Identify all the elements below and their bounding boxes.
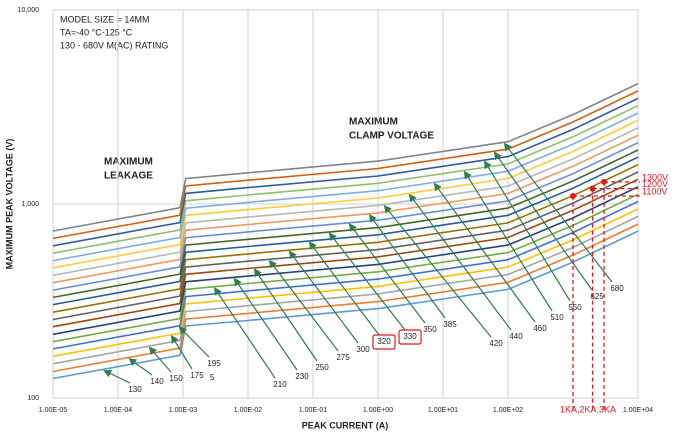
arrow bbox=[170, 334, 193, 370]
marker-x-label: 1KA,2KA,3KA bbox=[560, 404, 616, 414]
series-line bbox=[52, 82, 639, 232]
marker-point bbox=[601, 178, 608, 185]
series-line bbox=[52, 112, 639, 262]
series-label: 210 bbox=[273, 380, 287, 389]
series-line bbox=[52, 200, 639, 350]
label-box bbox=[372, 334, 396, 350]
arrow bbox=[493, 151, 593, 291]
annotation: LEAKAGE bbox=[104, 171, 153, 182]
x-tick-label: 1.00E+01 bbox=[428, 407, 458, 414]
arrow bbox=[103, 370, 131, 384]
info-line: 130 - 680V M(AC) RATING bbox=[60, 40, 168, 50]
series-label: 140 bbox=[150, 377, 164, 386]
annotation: CLAMP VOLTAGE bbox=[349, 131, 434, 142]
x-tick-label: 1.00E-04 bbox=[104, 407, 133, 414]
arrow bbox=[348, 223, 426, 324]
marker-point bbox=[570, 192, 576, 199]
arrow bbox=[503, 142, 613, 283]
series-line bbox=[52, 127, 639, 277]
series-line bbox=[52, 119, 639, 269]
marker-label: 1300V bbox=[642, 172, 668, 182]
arrow bbox=[288, 250, 359, 344]
y-tick-label: 100 bbox=[27, 395, 39, 402]
series-label: 385 bbox=[443, 320, 457, 329]
x-tick-label: 1.00E-03 bbox=[169, 407, 198, 414]
info-line: TA=-40 °C-125 °C bbox=[60, 27, 133, 37]
series-label: 175 bbox=[190, 371, 204, 380]
series-label: 250 bbox=[315, 363, 329, 372]
series-line bbox=[52, 90, 639, 240]
annotation: MAXIMUM bbox=[104, 157, 153, 168]
series-label: 130 bbox=[128, 385, 142, 394]
series-line bbox=[52, 134, 639, 284]
series-line bbox=[52, 223, 639, 373]
annotation: 5 bbox=[210, 373, 215, 382]
series-line bbox=[52, 104, 639, 254]
marker-label: 1100V bbox=[642, 186, 667, 196]
arrow bbox=[213, 286, 276, 379]
marker-label: 1200V bbox=[642, 179, 668, 189]
x-tick-label: 1.00E-01 bbox=[299, 407, 328, 414]
arrow bbox=[483, 160, 571, 302]
series-line bbox=[52, 149, 639, 299]
series-line bbox=[52, 193, 639, 343]
series-label: 195 bbox=[207, 359, 221, 368]
arrow bbox=[383, 204, 492, 338]
series-label: 680 bbox=[610, 284, 624, 293]
annotation: MAXIMUM bbox=[349, 117, 398, 128]
series-label: 320 bbox=[377, 337, 391, 346]
x-axis-title: PEAK CURRENT (A) bbox=[302, 420, 389, 430]
arrow bbox=[268, 259, 339, 352]
arrow bbox=[128, 358, 153, 376]
series-label: 275 bbox=[336, 353, 350, 362]
series-label: 150 bbox=[169, 374, 183, 383]
x-tick-label: 1.00E+00 bbox=[363, 407, 393, 414]
arrow bbox=[328, 232, 406, 331]
series-line bbox=[52, 97, 639, 247]
x-tick-label: 1.00E-05 bbox=[39, 407, 68, 414]
series-line bbox=[52, 186, 639, 336]
series-label: 330 bbox=[403, 332, 417, 341]
series-label: 420 bbox=[489, 339, 503, 348]
arrow bbox=[433, 182, 536, 323]
series-line bbox=[52, 178, 639, 328]
series-line bbox=[52, 215, 639, 365]
x-tick-label: 1.00E-02 bbox=[234, 407, 263, 414]
arrow bbox=[408, 193, 512, 331]
arrow bbox=[178, 326, 210, 358]
series-line bbox=[52, 171, 639, 321]
series-label: 460 bbox=[533, 324, 547, 333]
arrow bbox=[233, 277, 298, 371]
arrow bbox=[368, 213, 446, 319]
series-label: 510 bbox=[550, 313, 564, 322]
series-label: 230 bbox=[295, 372, 309, 381]
series-label: 300 bbox=[356, 345, 370, 354]
x-tick-label: 1.00E+04 bbox=[623, 407, 653, 414]
series-line bbox=[52, 141, 639, 291]
x-tick-label: 1.00E+02 bbox=[493, 407, 523, 414]
y-axis-title: MAXIMUM PEAK VOLTAGE (V) bbox=[4, 139, 14, 270]
marker-point bbox=[589, 185, 596, 192]
series-label: 625 bbox=[590, 292, 604, 301]
y-tick-label: 10,000 bbox=[18, 7, 40, 14]
arrow bbox=[308, 241, 380, 336]
series-label: 550 bbox=[568, 303, 582, 312]
info-line: MODEL SIZE = 14MM bbox=[60, 14, 149, 24]
label-box bbox=[398, 329, 422, 345]
series-label: 350 bbox=[423, 325, 437, 334]
y-tick-label: 1,000 bbox=[21, 201, 39, 208]
arrow bbox=[148, 346, 172, 373]
series-label: 440 bbox=[509, 332, 523, 341]
arrow bbox=[253, 268, 318, 362]
series-line bbox=[52, 156, 639, 306]
arrow bbox=[463, 170, 553, 312]
